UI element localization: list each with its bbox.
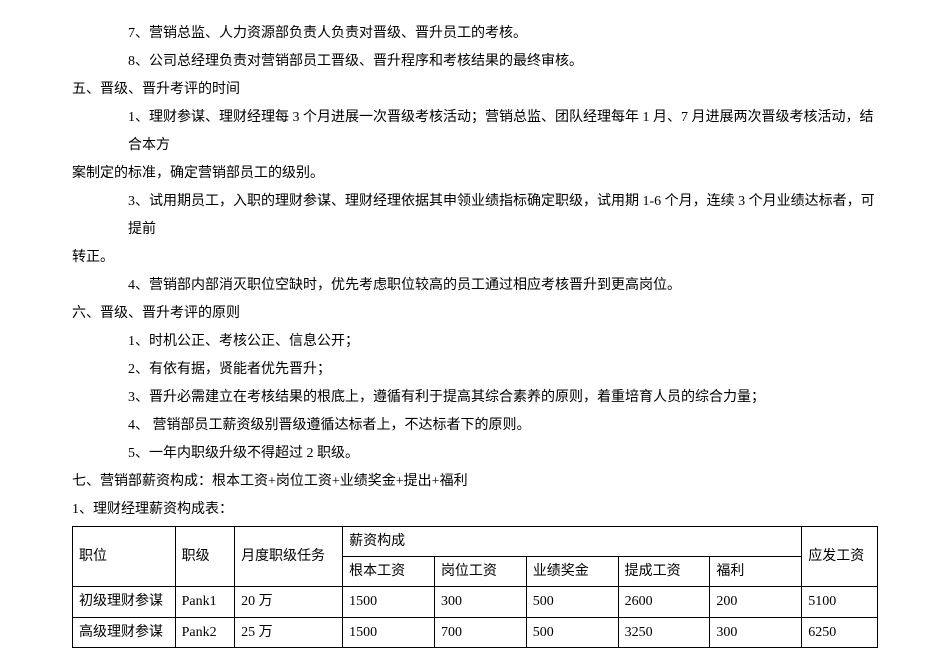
- paragraph: 1、时机公正、考核公正、信息公开；: [72, 328, 878, 356]
- table-cell: 500: [526, 587, 618, 617]
- paragraph: 1、理财参谋、理财经理每 3 个月进展一次晋级考核活动；营销总监、团队经理每年 …: [72, 104, 878, 160]
- paragraph: 3、试用期员工，入职的理财参谋、理财经理依据其申领业绩指标确定职级，试用期 1-…: [72, 188, 878, 244]
- table-cell: 300: [710, 617, 802, 647]
- table-cell: Pank1: [175, 587, 234, 617]
- table-cell: 6250: [802, 617, 878, 647]
- table-cell: 500: [526, 617, 618, 647]
- table-cell: 高级理财参谋: [73, 617, 176, 647]
- table-cell: 初级理财参谋: [73, 587, 176, 617]
- table-cell: 200: [710, 587, 802, 617]
- table-header-cell: 薪资构成: [343, 527, 802, 557]
- table-cell: 1500: [343, 587, 435, 617]
- table-cell: Pank2: [175, 617, 234, 647]
- paragraph: 3、晋升必需建立在考核结果的根底上，遵循有利于提高其综合素养的原则，着重培育人员…: [72, 384, 878, 412]
- table-cell: 3250: [618, 617, 710, 647]
- table-cell: 5100: [802, 587, 878, 617]
- paragraph: 2、有依有据，贤能者优先晋升；: [72, 356, 878, 384]
- table-header-cell: 职级: [175, 527, 234, 587]
- table-header-row: 职位 职级 月度职级任务 薪资构成 应发工资: [73, 527, 878, 557]
- table-cell: 25 万: [235, 617, 343, 647]
- paragraph: 1、理财经理薪资构成表：: [72, 496, 878, 524]
- paragraph: 8、公司总经理负责对营销部员工晋级、晋升程序和考核结果的最终审核。: [72, 48, 878, 76]
- section-heading: 五、晋级、晋升考评的时间: [72, 76, 878, 104]
- salary-table: 职位 职级 月度职级任务 薪资构成 应发工资 根本工资 岗位工资 业绩奖金 提成…: [72, 526, 878, 648]
- document-page: 7、营销总监、人力资源部负责人负责对晋级、晋升员工的考核。 8、公司总经理负责对…: [0, 0, 950, 672]
- section-heading: 六、晋级、晋升考评的原则: [72, 300, 878, 328]
- table-cell: 300: [434, 587, 526, 617]
- table-header-cell: 福利: [710, 557, 802, 587]
- paragraph: 7、营销总监、人力资源部负责人负责对晋级、晋升员工的考核。: [72, 20, 878, 48]
- paragraph: 4、 营销部员工薪资级别晋级遵循达标者上，不达标者下的原则。: [72, 412, 878, 440]
- table-cell: 2600: [618, 587, 710, 617]
- paragraph-continuation: 案制定的标准，确定营销部员工的级别。: [72, 160, 878, 188]
- table-header-cell: 岗位工资: [434, 557, 526, 587]
- table-header-cell: 根本工资: [343, 557, 435, 587]
- table-header-cell: 月度职级任务: [235, 527, 343, 587]
- paragraph-continuation: 转正。: [72, 244, 878, 272]
- paragraph: 4、营销部内部消灭职位空缺时，优先考虑职位较高的员工通过相应考核晋升到更高岗位。: [72, 272, 878, 300]
- table-cell: 1500: [343, 617, 435, 647]
- table-header-cell: 职位: [73, 527, 176, 587]
- table-row: 初级理财参谋 Pank1 20 万 1500 300 500 2600 200 …: [73, 587, 878, 617]
- table-row: 高级理财参谋 Pank2 25 万 1500 700 500 3250 300 …: [73, 617, 878, 647]
- table-header-cell: 应发工资: [802, 527, 878, 587]
- table-cell: 700: [434, 617, 526, 647]
- table-cell: 20 万: [235, 587, 343, 617]
- table-header-cell: 提成工资: [618, 557, 710, 587]
- section-heading: 七、营销部薪资构成：根本工资+岗位工资+业绩奖金+提出+福利: [72, 468, 878, 496]
- table-header-cell: 业绩奖金: [526, 557, 618, 587]
- paragraph: 5、一年内职级升级不得超过 2 职级。: [72, 440, 878, 468]
